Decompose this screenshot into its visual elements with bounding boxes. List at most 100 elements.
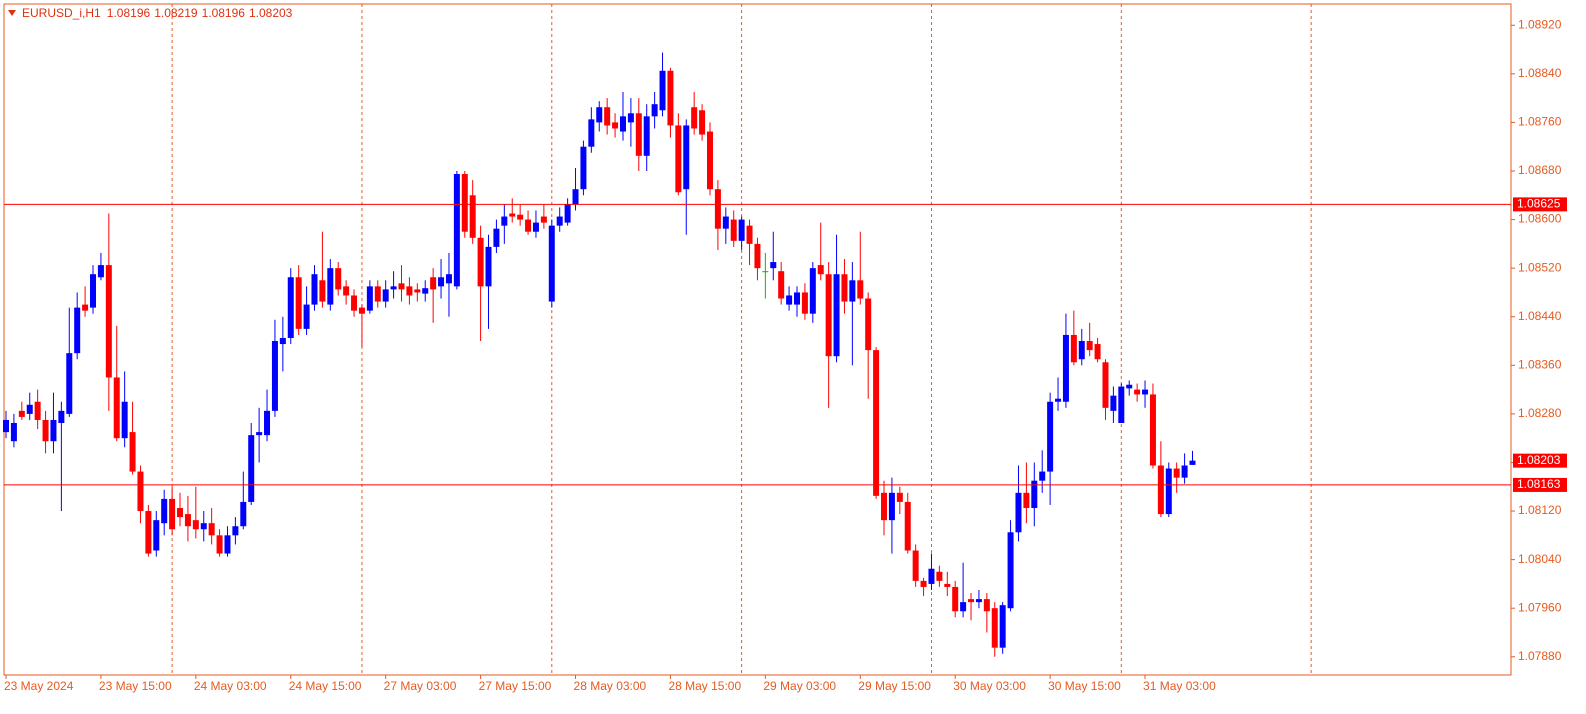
candle-body — [1189, 460, 1196, 465]
y-tick-label: 1.08360 — [1518, 357, 1562, 371]
candle-body — [208, 523, 215, 536]
candle-body — [390, 286, 397, 290]
candle-body — [58, 410, 65, 423]
candle-body — [968, 599, 975, 603]
y-tick-label: 1.08120 — [1518, 503, 1562, 517]
candle-body — [888, 492, 895, 521]
candle-body — [714, 189, 721, 229]
candle-body — [525, 219, 532, 232]
plot-frame — [3, 3, 1512, 676]
candle-body — [422, 288, 429, 294]
candle-body — [619, 116, 626, 132]
candle-body — [153, 520, 160, 551]
candle-body — [113, 377, 120, 439]
x-tick-label: 30 May 15:00 — [1048, 679, 1121, 693]
candle-body — [699, 110, 706, 135]
candle-body — [754, 243, 761, 269]
candle-body — [612, 122, 619, 129]
candle-body — [801, 292, 808, 314]
candle-body — [414, 289, 421, 293]
candle-body — [683, 125, 690, 190]
candle-body — [66, 353, 73, 414]
candle-body — [912, 550, 919, 581]
candle-body — [857, 280, 864, 299]
y-tick-label: 1.08920 — [1518, 17, 1562, 31]
candle-body — [1031, 480, 1038, 509]
candle-body — [469, 195, 476, 238]
y-tick-label: 1.08600 — [1518, 212, 1562, 226]
candle-body — [991, 608, 998, 648]
candle-body — [794, 292, 800, 305]
candle-body — [34, 401, 41, 420]
x-tick-label: 28 May 03:00 — [574, 679, 647, 693]
candle-body — [627, 113, 634, 123]
candle-body — [1126, 384, 1133, 389]
candle-body — [1165, 468, 1172, 515]
candle-body — [532, 222, 539, 232]
candle-body — [129, 432, 136, 472]
candle-body — [382, 289, 389, 302]
candle-body — [588, 119, 595, 147]
candle-body — [303, 304, 310, 329]
candle-body — [3, 419, 9, 433]
candle-body — [960, 602, 967, 612]
candle-body — [295, 277, 302, 329]
candle-body — [1007, 532, 1014, 609]
y-tick-label: 1.08440 — [1518, 309, 1562, 323]
candle-body — [983, 599, 990, 612]
menu-triangle[interactable] — [8, 10, 16, 16]
candle-body — [343, 286, 350, 296]
candle-body — [1173, 468, 1180, 478]
candle-body — [540, 216, 547, 223]
candle-body — [643, 116, 650, 156]
candle-body — [952, 586, 959, 612]
x-tick-label: 29 May 03:00 — [763, 679, 836, 693]
candle-body — [406, 286, 413, 296]
candle-body — [256, 432, 263, 436]
candle-body — [865, 298, 872, 351]
candle-body — [200, 523, 207, 530]
price-tag-box — [1513, 453, 1567, 468]
candle-body — [493, 228, 500, 247]
level-label: 1.08625 — [1517, 197, 1561, 211]
candle-body — [667, 70, 674, 126]
candle-body — [999, 605, 1006, 648]
candle-body — [975, 599, 982, 603]
candle-body — [327, 268, 334, 305]
candle-body — [358, 307, 365, 314]
header-close: 1.08203 — [249, 6, 293, 20]
candle-body — [477, 237, 484, 287]
candle-body — [1047, 401, 1054, 472]
candle-body — [556, 216, 563, 226]
header-low: 1.08196 — [202, 6, 246, 20]
candle-body — [1062, 334, 1069, 402]
x-tick-label: 23 May 15:00 — [99, 679, 172, 693]
candle-body — [936, 571, 943, 581]
y-tick-label: 1.08680 — [1518, 163, 1562, 177]
candle-body — [770, 262, 777, 269]
candle-body — [1181, 465, 1188, 478]
candle-body — [461, 174, 468, 232]
candle-body — [509, 213, 516, 217]
candle-body — [572, 189, 579, 205]
candles — [3, 52, 1196, 657]
y-tick-label: 1.08280 — [1518, 406, 1562, 420]
candle-body — [833, 274, 840, 357]
candle-body — [873, 350, 880, 496]
candle-body — [501, 216, 508, 226]
candle-body — [1157, 465, 1164, 515]
candle-body — [398, 283, 405, 290]
header: EURUSD_i,H1 1.08196 1.08219 1.08196 1.08203 — [22, 6, 293, 20]
candle-body — [730, 219, 737, 241]
candle-body — [817, 265, 824, 275]
candle-body — [18, 410, 25, 417]
x-tick-label: 27 May 15:00 — [479, 679, 552, 693]
candle-body — [809, 268, 816, 314]
candle-body — [105, 265, 112, 378]
candle-body — [445, 274, 452, 284]
candle-body — [1039, 471, 1046, 481]
candle-body — [738, 219, 745, 241]
candle-body — [287, 277, 294, 338]
candle-body — [10, 422, 17, 442]
y-tick-label: 1.08840 — [1518, 66, 1562, 80]
